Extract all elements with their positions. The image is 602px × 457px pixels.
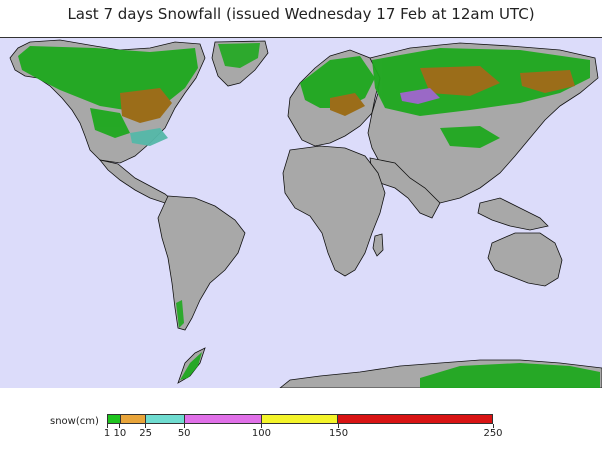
- legend-segment: [184, 415, 262, 423]
- map-title: Last 7 days Snowfall (issued Wednesday 1…: [67, 5, 535, 23]
- landmass-south-america: [157, 195, 246, 331]
- snowfall-overlay-greenland: [218, 43, 260, 68]
- legend-segment: [261, 415, 339, 423]
- legend-tick-label: 50: [177, 428, 191, 439]
- legend-segment: [108, 415, 121, 423]
- snowfall-overlay-north-america: [18, 46, 198, 146]
- legend: snow(cm) 1 10 25 50 100 150 250: [0, 388, 602, 457]
- snowfall-overlay-antarctica: [180, 352, 600, 388]
- legend-segment: [146, 415, 185, 423]
- legend-tick-mark: [492, 424, 494, 428]
- legend-tick-mark: [338, 424, 340, 428]
- world-snowfall-map: [0, 37, 602, 388]
- legend-tick-mark: [119, 424, 121, 428]
- legend-tick-label: 150: [329, 428, 349, 439]
- snowfall-overlay-asia: [372, 48, 590, 148]
- legend-colorbar: [107, 414, 493, 424]
- legend-tick-label: 100: [251, 428, 271, 439]
- legend-segment: [120, 415, 147, 423]
- legend-tick-label: 25: [139, 428, 152, 439]
- snowfall-overlay-europe: [300, 56, 375, 116]
- landmass-australia: [487, 232, 563, 287]
- landmass-southeast-asia: [477, 197, 549, 231]
- legend-segment: [338, 415, 492, 423]
- legend-tick-mark: [145, 424, 147, 428]
- legend-tick-label: 250: [483, 428, 503, 439]
- snowfall-overlay-andes: [176, 300, 184, 328]
- landmass-africa: [282, 145, 386, 277]
- legend-tick-mark: [260, 424, 262, 428]
- legend-unit-label: snow(cm): [50, 416, 99, 427]
- legend-tick-label: 10: [113, 428, 127, 439]
- legend-tick-mark: [183, 424, 185, 428]
- landmass-madagascar: [372, 233, 384, 257]
- legend-tick-label: 1: [103, 428, 111, 439]
- legend-tick-mark: [106, 424, 108, 428]
